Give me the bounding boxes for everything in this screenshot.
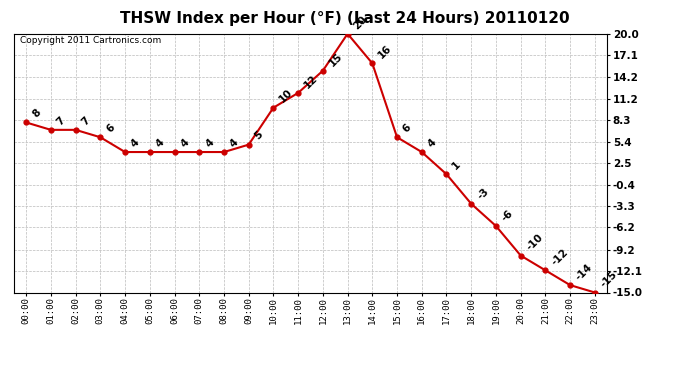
Text: 4: 4 [228,137,240,149]
Text: 7: 7 [55,115,68,127]
Text: -6: -6 [500,208,515,223]
Text: 1: 1 [451,159,463,171]
Text: 6: 6 [104,122,117,135]
Text: 7: 7 [80,115,92,127]
Text: 8: 8 [30,108,43,120]
Text: 6: 6 [401,122,413,135]
Text: 4: 4 [204,137,216,149]
Text: -3: -3 [475,186,491,201]
Text: 4: 4 [154,137,166,149]
Text: -12: -12 [549,247,570,267]
Text: 4: 4 [179,137,191,149]
Text: 4: 4 [129,137,141,149]
Text: 10: 10 [277,88,295,105]
Text: THSW Index per Hour (°F) (Last 24 Hours) 20110120: THSW Index per Hour (°F) (Last 24 Hours)… [120,11,570,26]
Text: 5: 5 [253,130,265,142]
Text: -14: -14 [574,262,595,282]
Text: Copyright 2011 Cartronics.com: Copyright 2011 Cartronics.com [20,36,161,45]
Text: 4: 4 [426,137,438,149]
Text: 16: 16 [377,43,394,60]
Text: -10: -10 [525,232,545,253]
Text: 15: 15 [327,51,344,68]
Text: 20: 20 [352,13,369,31]
Text: -15: -15 [599,269,620,290]
Text: 12: 12 [302,73,319,90]
